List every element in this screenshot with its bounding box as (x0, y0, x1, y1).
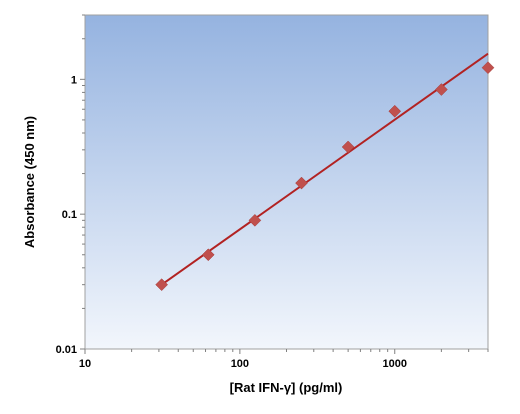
y-tick-label: 0.1 (62, 209, 77, 221)
x-axis-title: [Rat IFN-γ] (pg/ml) (230, 380, 343, 395)
y-axis-title: Absorbance (450 nm) (22, 116, 37, 248)
data-point (481, 61, 495, 75)
plot-area (84, 14, 489, 350)
data-point (248, 213, 262, 227)
axis-ticks: 10 100 1000 0.01 0.1 1 (56, 14, 489, 370)
x-tick-label: 10 (79, 358, 91, 370)
data-point (295, 176, 308, 190)
fit-line-layer (161, 52, 489, 286)
data-point (341, 140, 355, 154)
data-point (155, 278, 168, 292)
data-point (388, 104, 402, 118)
data-points (155, 61, 495, 292)
data-point (201, 248, 215, 262)
fit-line (161, 52, 489, 286)
data-point (435, 83, 448, 96)
x-tick-label: 100 (231, 358, 249, 370)
y-tick-label: 0.01 (56, 344, 77, 356)
x-tick-label: 1000 (383, 358, 407, 370)
y-tick-label: 1 (71, 74, 77, 86)
